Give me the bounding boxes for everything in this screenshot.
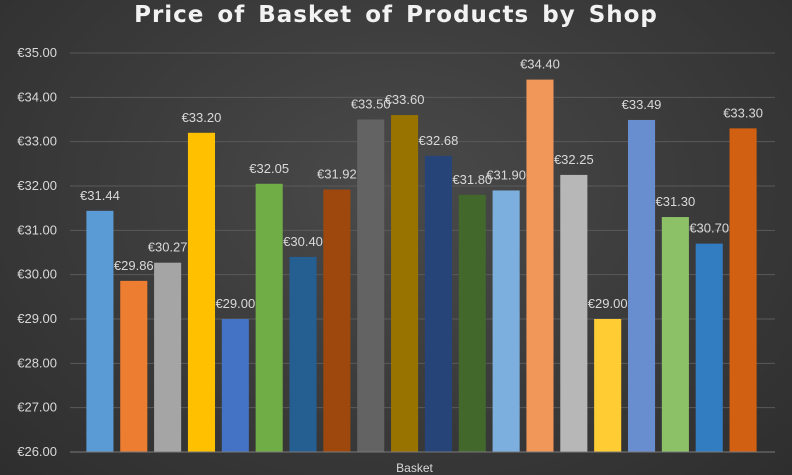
bar <box>729 128 757 452</box>
chart-title: Price of Basket of Products by Shop <box>134 2 658 28</box>
bar <box>424 155 452 452</box>
data-label: €31.44 <box>80 188 120 203</box>
bar <box>458 194 486 452</box>
data-label: €32.05 <box>249 161 289 176</box>
bar <box>357 119 385 452</box>
y-tick-label: €32.00 <box>17 178 57 193</box>
data-label: €30.27 <box>148 240 188 255</box>
data-label: €32.25 <box>554 152 594 167</box>
data-label: €29.00 <box>588 296 628 311</box>
bar <box>391 115 419 453</box>
data-label: €29.00 <box>215 296 255 311</box>
bar <box>255 183 283 453</box>
data-label: €31.30 <box>655 194 695 209</box>
bar <box>560 174 588 452</box>
data-label: €33.50 <box>351 97 391 112</box>
y-tick-label: €29.00 <box>17 311 57 326</box>
bar <box>661 217 689 452</box>
bar <box>187 132 216 453</box>
y-tick-label: €26.00 <box>17 444 57 459</box>
data-label: €34.40 <box>520 57 560 72</box>
data-label: €33.49 <box>622 97 662 112</box>
data-label: €29.86 <box>114 258 154 273</box>
data-label: €30.40 <box>283 234 323 249</box>
x-category-label: Basket <box>396 461 433 475</box>
bar <box>86 210 114 452</box>
data-label: €33.30 <box>723 105 763 120</box>
y-tick-label: €34.00 <box>17 89 57 104</box>
data-label: €33.20 <box>182 110 222 125</box>
bar <box>526 79 554 452</box>
data-label: €30.70 <box>689 221 729 236</box>
data-label: €31.92 <box>317 167 357 182</box>
data-label: €31.90 <box>486 167 526 182</box>
bar <box>627 119 656 453</box>
bar <box>120 280 148 452</box>
data-label: €31.80 <box>452 172 492 187</box>
y-tick-label: €31.00 <box>17 222 57 237</box>
y-tick-label: €28.00 <box>17 355 57 370</box>
bar <box>221 319 249 452</box>
bar <box>154 262 182 452</box>
y-tick-label: €33.00 <box>17 134 57 149</box>
bar <box>492 190 520 452</box>
bar <box>323 189 351 452</box>
y-tick-label: €27.00 <box>17 400 57 415</box>
data-label: €33.60 <box>385 92 425 107</box>
bar <box>695 243 723 452</box>
y-tick-label: €30.00 <box>17 267 57 282</box>
bar <box>289 256 317 452</box>
y-tick-label: €35.00 <box>17 45 57 60</box>
bar <box>594 319 622 452</box>
data-label: €32.68 <box>419 133 459 148</box>
